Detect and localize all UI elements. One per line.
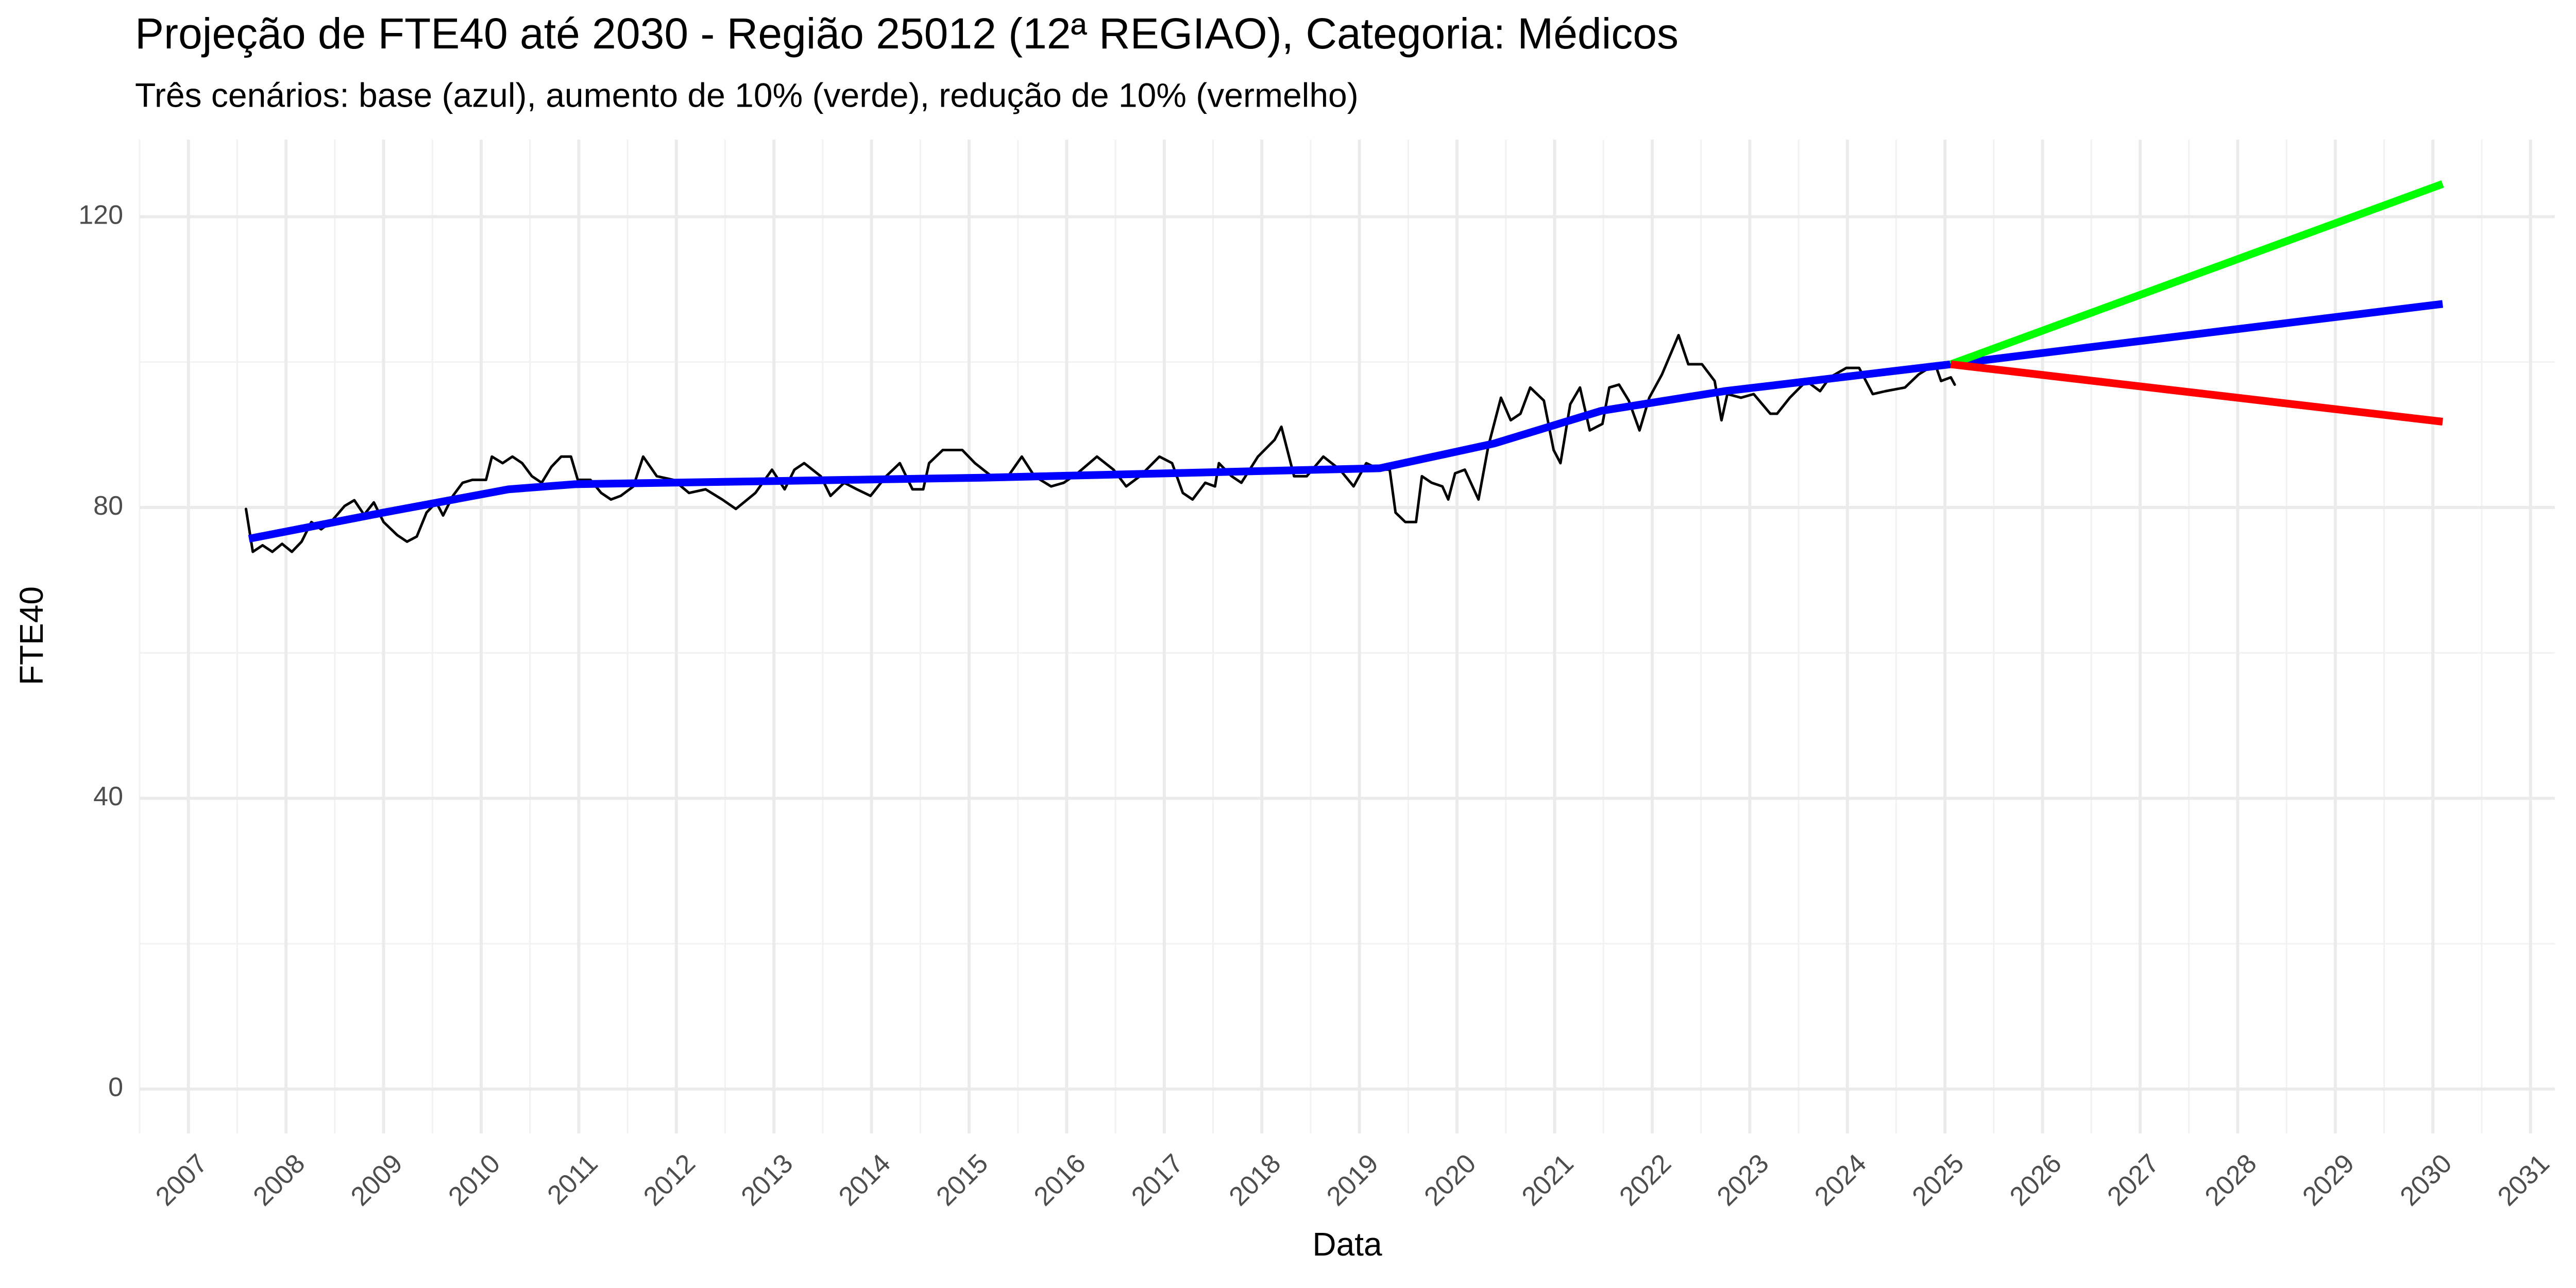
- series-line: [248, 300, 2444, 543]
- y-tick-label: 120: [78, 200, 123, 230]
- y-tick-label: 0: [108, 1073, 123, 1103]
- x-axis-title: Data: [1312, 1226, 1382, 1263]
- chart-title: Projeção de FTE40 até 2030 - Região 2501…: [135, 9, 1679, 58]
- y-tick-label: 80: [93, 491, 123, 521]
- y-axis-title: FTE40: [13, 586, 50, 685]
- series-line: [1949, 180, 2444, 368]
- grid: [139, 140, 2555, 1133]
- plot-lines: [244, 180, 2444, 553]
- y-tick-label: 40: [93, 782, 123, 811]
- chart-subtitle: Três cenários: base (azul), aumento de 1…: [135, 76, 1359, 114]
- series-line: [1950, 360, 2444, 426]
